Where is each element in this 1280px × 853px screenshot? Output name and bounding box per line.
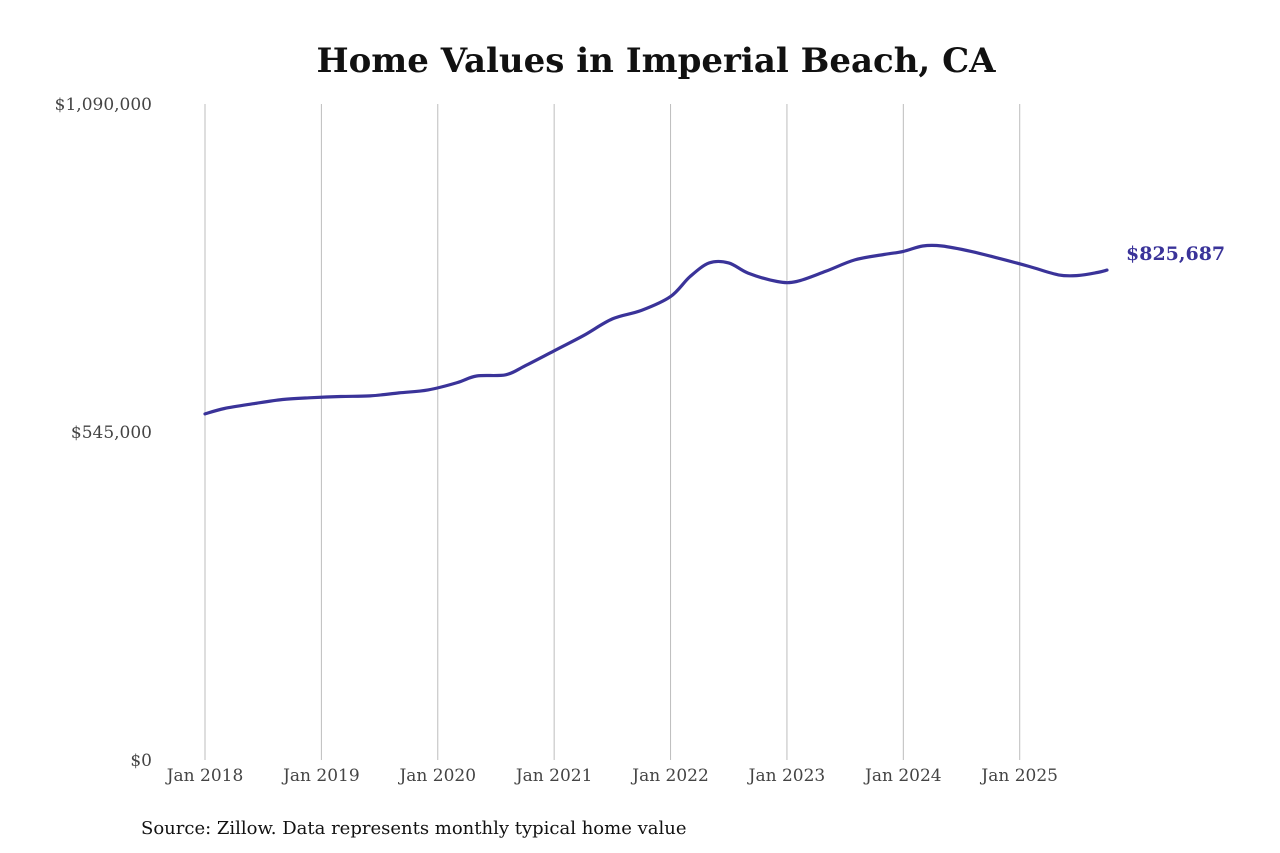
y-tick-label: $1,090,000 [55, 95, 152, 115]
series-line [203, 243, 1109, 416]
y-tick-label: $0 [130, 751, 152, 771]
end-value-label: $825,687 [1126, 243, 1225, 265]
chart-title: Home Values in Imperial Beach, CA [316, 41, 996, 81]
x-tick-label: Jan 2024 [863, 766, 942, 786]
x-tick-label: Jan 2018 [165, 766, 244, 786]
x-axis-ticks: Jan 2018 Jan 2019 Jan 2020 Jan 2021 Jan 2022… [165, 766, 1058, 786]
x-tick-label: Jan 2023 [747, 766, 826, 786]
x-tick-label: Jan 2019 [281, 766, 360, 786]
y-axis-ticks: $1,090,000 $545,000 $0 [55, 95, 152, 771]
x-tick-label: Jan 2022 [630, 766, 709, 786]
source-note: Source: Zillow. Data represents monthly … [141, 818, 687, 839]
x-tick-label: Jan 2025 [979, 766, 1058, 786]
x-tick-label: Jan 2020 [397, 766, 476, 786]
y-tick-label: $545,000 [71, 423, 152, 443]
x-tick-label: Jan 2021 [514, 766, 593, 786]
grid-lines [204, 104, 1021, 760]
